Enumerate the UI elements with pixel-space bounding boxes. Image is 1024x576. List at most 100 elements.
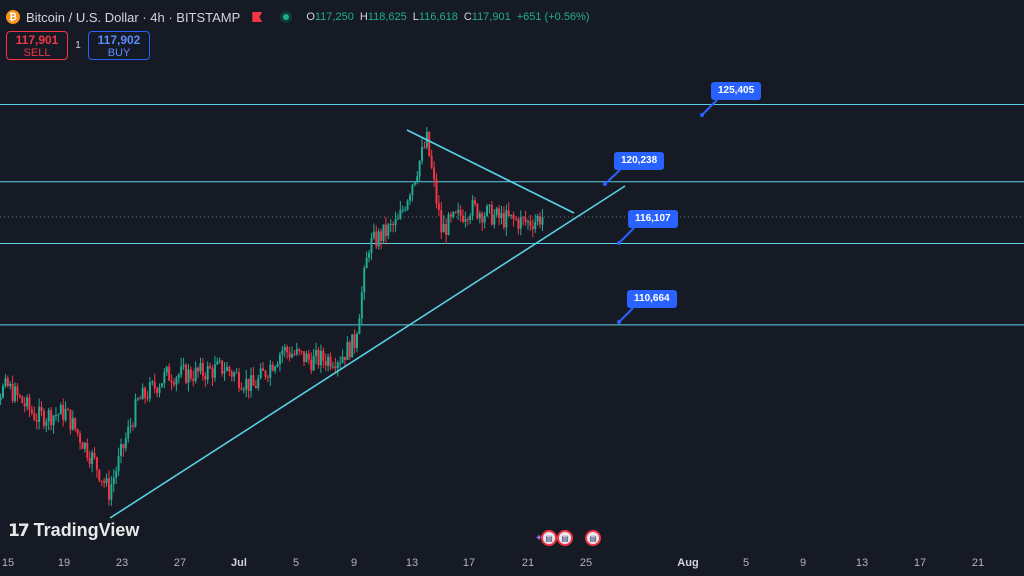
- candle-body: [353, 334, 356, 348]
- candle-body: [93, 452, 96, 458]
- candle-body: [141, 387, 144, 400]
- candle-body: [483, 215, 486, 223]
- candle-body: [423, 147, 426, 149]
- time-axis[interactable]: 15 19 23 27 Jul 5 9 13 17 21 25 Aug 5 9 …: [0, 552, 1024, 576]
- candle-body: [522, 217, 525, 219]
- candle-body: [1, 386, 4, 398]
- candle-body: [262, 368, 265, 371]
- candle-body: [269, 364, 272, 378]
- label-anchor-dot: [700, 113, 704, 117]
- time-tick: 15: [1, 557, 15, 569]
- tradingview-watermark[interactable]: 17 TradingView: [8, 520, 140, 541]
- candle-body: [411, 184, 414, 196]
- price-label-120238[interactable]: 120,238: [614, 152, 665, 170]
- candle-body: [377, 231, 380, 247]
- candle-body: [351, 334, 354, 358]
- candle-body: [303, 351, 306, 363]
- candle-body: [204, 375, 207, 380]
- candle-body: [449, 214, 452, 217]
- us-flag-event-icon[interactable]: ▤: [585, 530, 601, 546]
- candle-body: [69, 409, 72, 430]
- time-tick: 9: [799, 557, 807, 569]
- candle-body: [9, 383, 12, 387]
- label-anchor-dot: [603, 182, 607, 186]
- price-label-116107[interactable]: 116,107: [628, 210, 678, 228]
- candle-body: [319, 350, 322, 366]
- candle-body: [62, 404, 65, 421]
- ascending-trendline[interactable]: [109, 185, 626, 519]
- candle-body: [206, 366, 209, 380]
- candle-body: [541, 217, 544, 225]
- candle-body: [233, 372, 236, 377]
- candle-body: [134, 399, 137, 427]
- candle-body: [189, 369, 192, 379]
- buy-button[interactable]: 117,902 BUY: [88, 31, 150, 60]
- candle-body: [298, 349, 301, 352]
- candle-body: [247, 378, 250, 391]
- candle-body: [440, 209, 443, 233]
- candle-body: [21, 396, 24, 404]
- sell-button[interactable]: 117,901 SELL: [6, 31, 68, 60]
- candle-body: [276, 364, 279, 367]
- event-marker-icon[interactable]: ✦: [534, 532, 544, 544]
- candle-body: [180, 366, 183, 375]
- candle-body: [307, 353, 310, 360]
- us-flag-event-icon[interactable]: ▤: [557, 530, 573, 546]
- candle-body: [498, 208, 501, 218]
- candle-body: [502, 213, 505, 228]
- trade-buttons: 117,901 SELL 1 117,902 BUY: [6, 31, 150, 60]
- price-label-110664[interactable]: 110,664: [627, 290, 677, 308]
- time-tick: 21: [521, 557, 535, 569]
- flag-icon[interactable]: [252, 12, 263, 22]
- time-tick: 21: [971, 557, 985, 569]
- candle-body: [105, 478, 108, 484]
- high-value: 118,625: [367, 11, 407, 23]
- candle-body: [370, 237, 373, 253]
- candle-body: [461, 215, 464, 222]
- candle-body: [81, 442, 84, 449]
- candle-body: [124, 438, 127, 449]
- candle-body: [136, 398, 139, 400]
- candle-body: [531, 226, 534, 230]
- market-status-icon[interactable]: [280, 11, 293, 23]
- candle-body: [91, 452, 94, 464]
- candle-body: [6, 378, 9, 387]
- us-flag-event-icon[interactable]: ▤: [541, 530, 557, 546]
- candle-body: [341, 356, 344, 363]
- candle-body: [283, 347, 286, 351]
- candle-body: [447, 214, 450, 235]
- candle-body: [445, 223, 448, 235]
- candle-body: [221, 360, 224, 374]
- candle-body: [365, 257, 368, 269]
- candle-body: [312, 355, 315, 371]
- candle-body: [264, 370, 267, 377]
- candle-body: [254, 385, 257, 388]
- candle-body: [54, 414, 57, 416]
- descending-trendline[interactable]: [406, 129, 575, 214]
- time-tick: Jul: [231, 557, 247, 569]
- candle-body: [315, 349, 318, 356]
- candle-body: [28, 397, 31, 410]
- candle-body: [216, 361, 219, 365]
- candle-body: [18, 394, 21, 397]
- candle-body: [474, 200, 477, 204]
- candle-body: [201, 363, 204, 376]
- candle-body: [360, 292, 363, 319]
- candle-body: [144, 387, 147, 398]
- candle-body: [481, 213, 484, 223]
- candle-body: [295, 349, 298, 355]
- candle-body: [534, 221, 537, 230]
- candle-body: [517, 219, 520, 229]
- price-label-125405[interactable]: 125,405: [711, 82, 762, 100]
- candle-body: [64, 409, 67, 421]
- candle-body: [435, 179, 438, 204]
- candle-body: [495, 208, 498, 215]
- candle-body: [187, 369, 190, 383]
- candle-body: [223, 370, 226, 374]
- candle-body: [86, 442, 89, 458]
- candle-body: [442, 223, 445, 233]
- symbol-title[interactable]: Bitcoin / U.S. Dollar · 4h · BITSTAMP: [26, 9, 241, 25]
- candle-body: [259, 368, 262, 379]
- candle-body: [404, 209, 407, 211]
